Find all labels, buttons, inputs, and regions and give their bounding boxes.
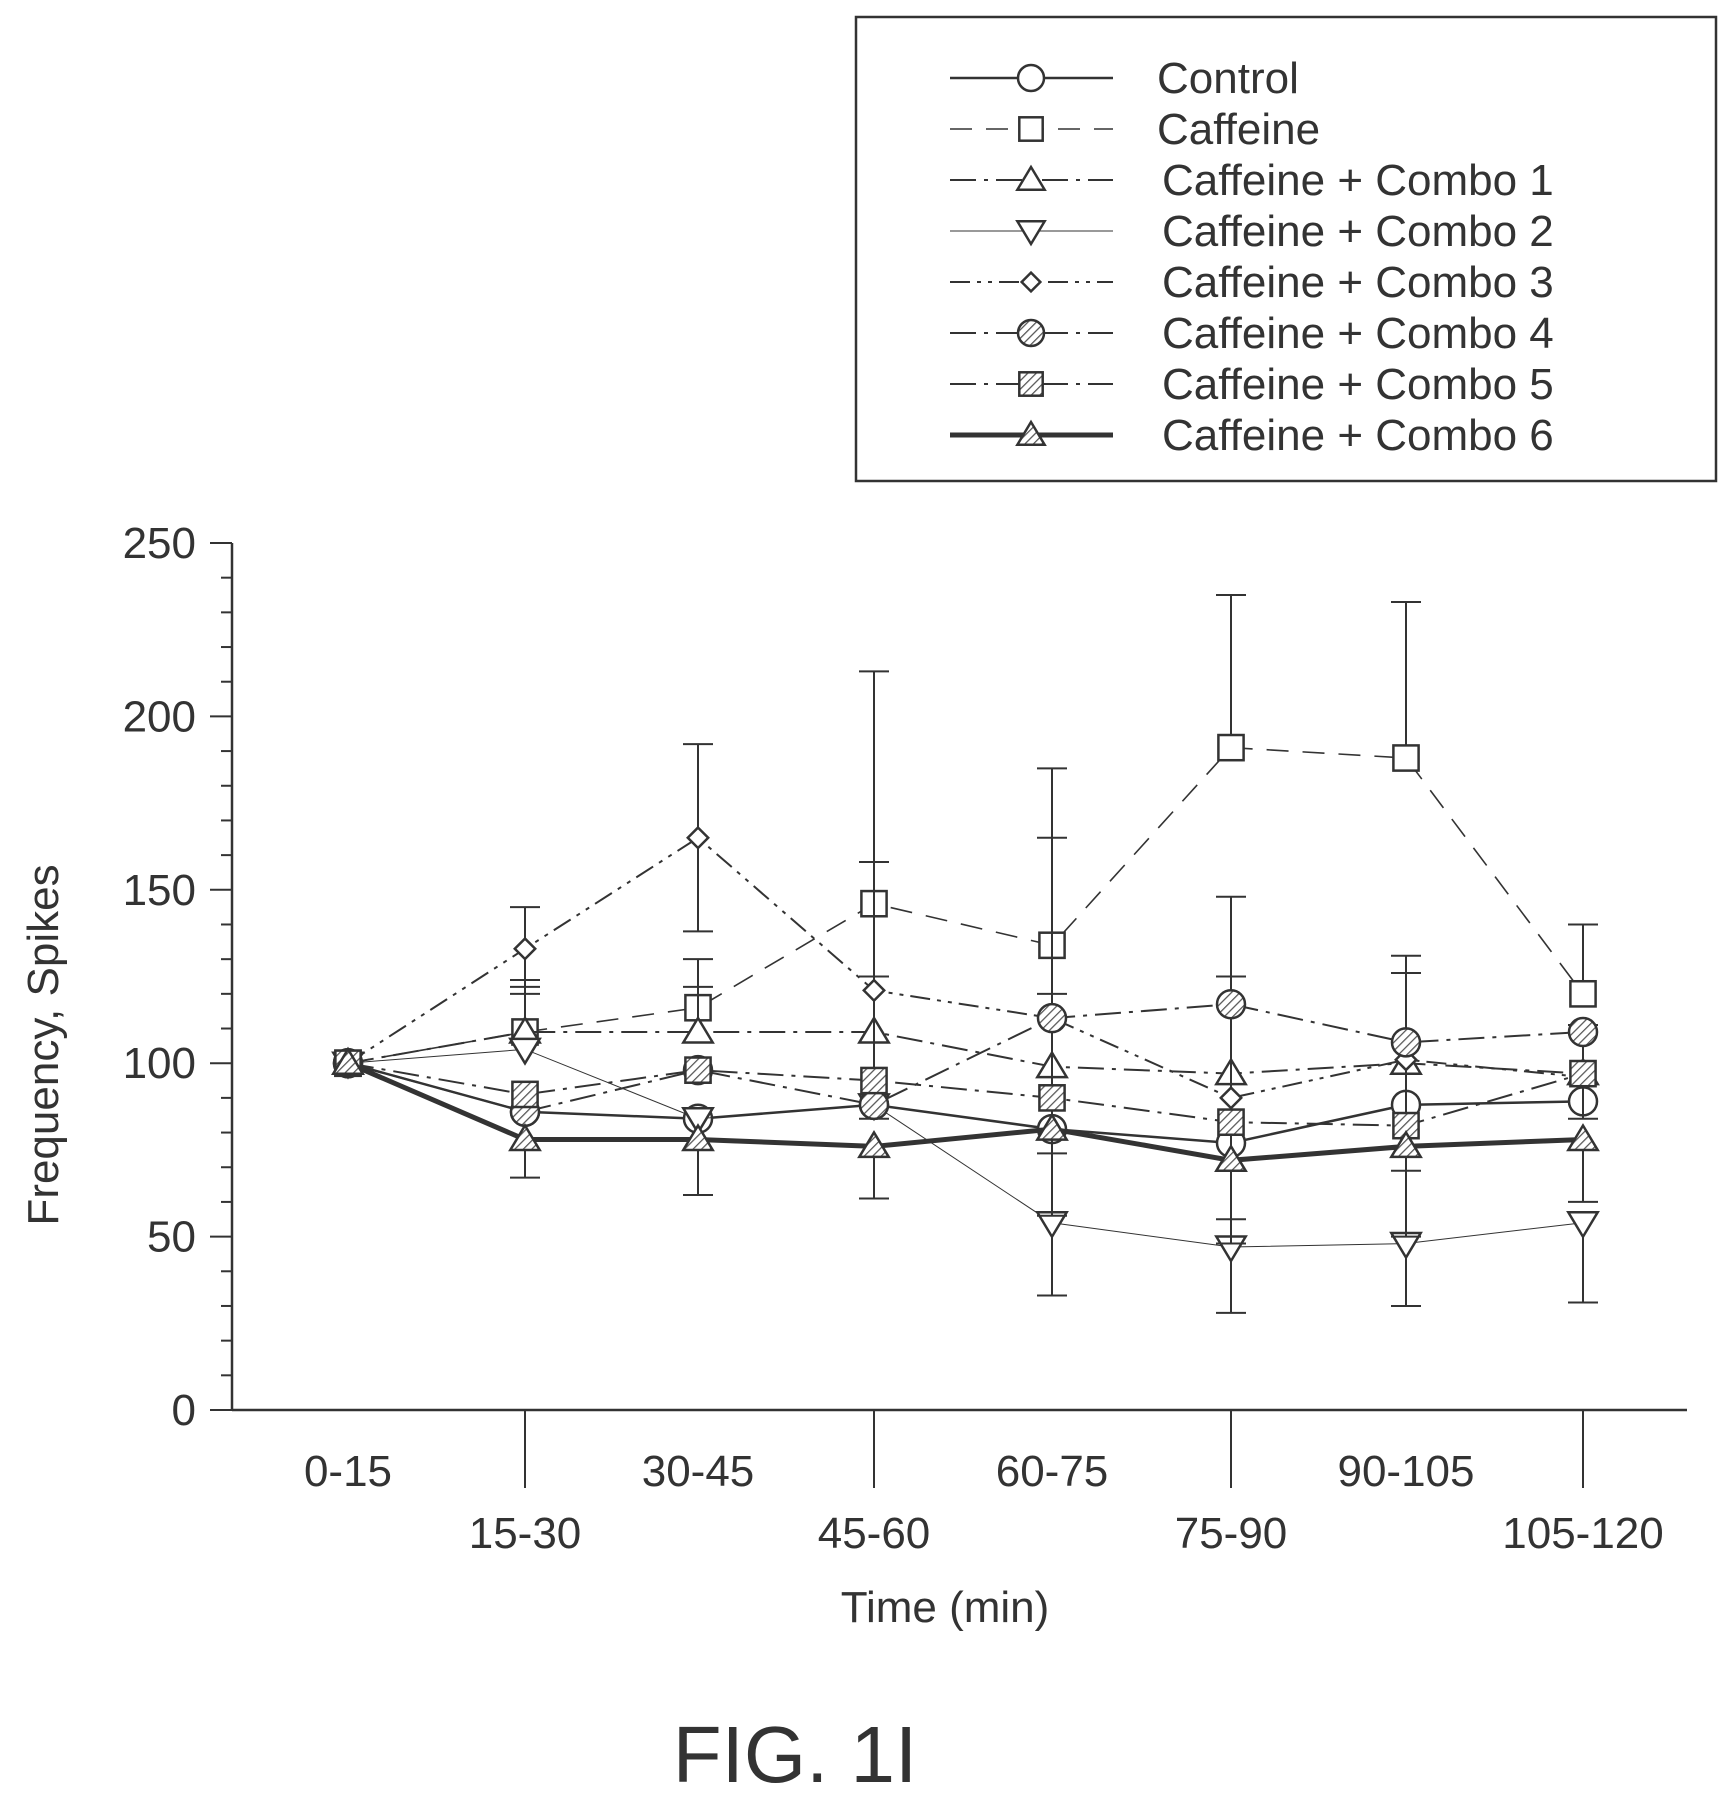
legend-item-caffeine-combo-3: Caffeine + Combo 3 (950, 258, 1554, 307)
series-line (347, 1060, 1584, 1163)
series-line (347, 1003, 1584, 1113)
series-line (347, 836, 1584, 1099)
y-tick-label: 100 (123, 1039, 196, 1088)
series-caffeine-combo-6 (331, 1046, 1600, 1245)
legend-label: Caffeine + Combo 5 (1162, 360, 1554, 409)
legend-label: Caffeine + Combo 2 (1162, 207, 1554, 256)
y-tick-label: 50 (147, 1213, 196, 1262)
data-point (513, 936, 537, 961)
data-point (1569, 1059, 1597, 1088)
x-tick-label: 15-30 (469, 1509, 582, 1558)
x-tick-label: 105-120 (1502, 1509, 1663, 1558)
figure-label: FIG. 1I (673, 1710, 918, 1795)
legend-marker (1018, 371, 1044, 397)
x-tick-label: 30-45 (642, 1447, 755, 1496)
data-point (1217, 733, 1245, 762)
x-tick-label: 45-60 (818, 1509, 931, 1558)
data-point (1219, 1085, 1243, 1110)
data-point (331, 1046, 365, 1075)
y-axis-title: Frequency, Spikes (19, 864, 68, 1225)
legend-label: Caffeine + Combo 4 (1162, 309, 1554, 358)
y-tick-label: 200 (123, 692, 196, 741)
legend-item-caffeine: Caffeine (950, 105, 1320, 154)
legend-item-caffeine-combo-2: Caffeine + Combo 2 (950, 207, 1554, 256)
data-point (1392, 744, 1420, 772)
data-point (684, 1056, 712, 1084)
legend-marker (1015, 220, 1047, 247)
data-point (686, 825, 710, 850)
series-line (347, 1062, 1584, 1127)
legend-label: Caffeine + Combo 1 (1162, 156, 1554, 205)
x-tick-label: 60-75 (996, 1447, 1109, 1496)
legend-marker (1018, 116, 1044, 142)
data-point (1214, 1143, 1248, 1173)
legend-marker (1016, 63, 1046, 93)
data-point (1566, 1123, 1600, 1152)
legend-label: Control (1157, 54, 1299, 103)
legend-label: Caffeine (1157, 105, 1320, 154)
data-point (857, 1130, 891, 1159)
y-tick-label: 150 (123, 866, 196, 915)
legend-marker (1019, 270, 1043, 294)
series-layer (331, 594, 1600, 1314)
series-line (347, 1061, 1584, 1145)
legend-item-caffeine-combo-1: Caffeine + Combo 1 (950, 156, 1554, 205)
legend-item-caffeine-combo-5: Caffeine + Combo 5 (950, 360, 1554, 409)
legend-marker (1015, 419, 1047, 446)
legend-box (854, 15, 1718, 483)
axes: 0 50 100 150 200 250 0-15 15-30 30-45 45-60 60-75 7… (123, 519, 1687, 1558)
series-caffeine-combo-2 (331, 1037, 1600, 1314)
data-point (1217, 1108, 1245, 1137)
data-point (858, 1089, 890, 1121)
data-point (1036, 1002, 1068, 1034)
data-point (1389, 1130, 1423, 1159)
data-point (681, 1015, 715, 1044)
data-point (1215, 988, 1247, 1020)
x-tick-label: 0-15 (304, 1447, 392, 1496)
data-point (1390, 1027, 1422, 1058)
y-tick-label: 0 (172, 1386, 196, 1435)
data-point (1035, 1112, 1069, 1141)
legend-item-caffeine-combo-4: Caffeine + Combo 4 (950, 309, 1554, 358)
data-point (860, 1066, 888, 1095)
series-caffeine-combo-4 (332, 988, 1599, 1128)
data-point (681, 1123, 715, 1152)
legend-marker (1016, 318, 1046, 348)
y-tick-label: 250 (123, 519, 196, 568)
data-point (1566, 1210, 1600, 1240)
data-point (1394, 1047, 1418, 1072)
legend-item-caffeine-combo-6: Caffeine + Combo 6 (950, 411, 1554, 460)
data-point (508, 1123, 542, 1152)
legend-item-control: Control (950, 54, 1299, 103)
legend-label: Caffeine + Combo 3 (1162, 258, 1554, 307)
data-point (862, 978, 886, 1003)
series-line (347, 746, 1584, 1064)
legend-marker (1015, 164, 1047, 191)
data-point (681, 1106, 715, 1136)
data-point (1038, 1084, 1066, 1112)
x-axis-title: Time (min) (841, 1583, 1050, 1632)
data-point (1569, 979, 1597, 1008)
series-line (347, 1030, 1584, 1075)
data-point (508, 1037, 542, 1066)
x-tick-label: 90-105 (1337, 1447, 1474, 1496)
data-point (1567, 1016, 1599, 1048)
series-line (347, 1048, 1584, 1248)
data-point (511, 1080, 539, 1109)
legend-label: Caffeine + Combo 6 (1162, 411, 1554, 460)
x-tick-label: 75-90 (1175, 1509, 1288, 1558)
